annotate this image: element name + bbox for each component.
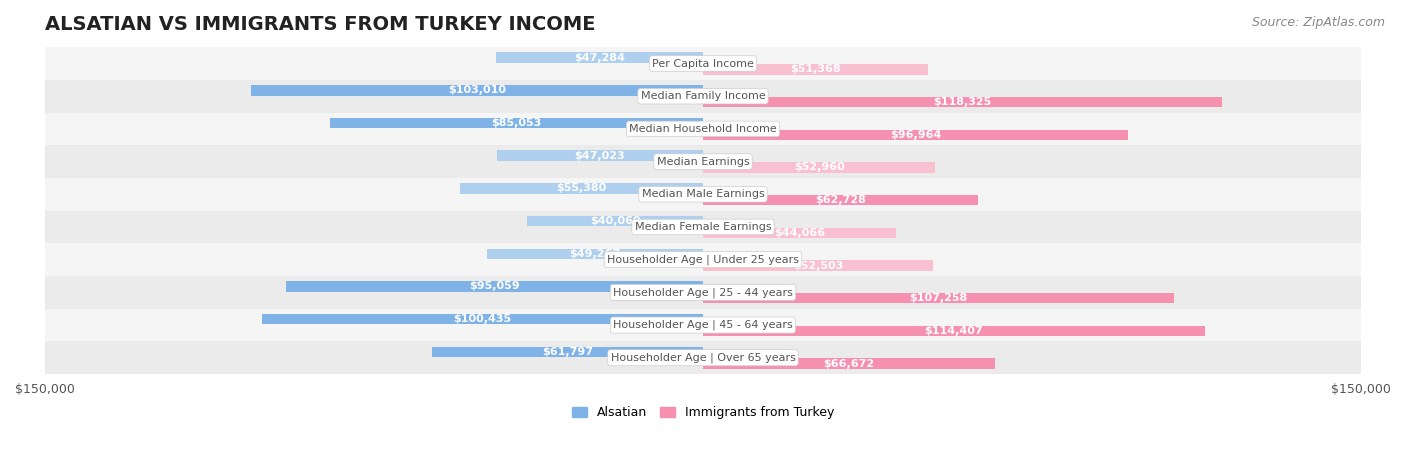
Bar xyxy=(496,150,703,161)
Bar xyxy=(285,281,703,292)
Text: $114,407: $114,407 xyxy=(925,326,983,336)
Bar xyxy=(330,118,703,128)
Bar xyxy=(45,276,1361,309)
Text: Householder Age | 25 - 44 years: Householder Age | 25 - 44 years xyxy=(613,287,793,297)
Text: $85,053: $85,053 xyxy=(491,118,541,128)
Text: $103,010: $103,010 xyxy=(449,85,506,95)
Text: $61,797: $61,797 xyxy=(541,347,593,357)
Bar xyxy=(263,314,703,325)
Text: Median Female Earnings: Median Female Earnings xyxy=(634,222,772,232)
Text: $52,503: $52,503 xyxy=(793,261,844,270)
Bar xyxy=(495,52,703,63)
Bar xyxy=(703,358,995,369)
Bar xyxy=(45,341,1361,374)
Bar xyxy=(703,325,1205,336)
Bar xyxy=(45,211,1361,243)
Bar xyxy=(703,293,1174,304)
Text: Median Household Income: Median Household Income xyxy=(628,124,778,134)
Text: ALSATIAN VS IMMIGRANTS FROM TURKEY INCOME: ALSATIAN VS IMMIGRANTS FROM TURKEY INCOM… xyxy=(45,15,595,34)
Bar xyxy=(45,80,1361,113)
Text: $49,267: $49,267 xyxy=(569,249,620,259)
Text: Householder Age | 45 - 64 years: Householder Age | 45 - 64 years xyxy=(613,320,793,330)
Bar xyxy=(486,248,703,259)
Text: $44,066: $44,066 xyxy=(775,228,825,238)
Bar xyxy=(460,183,703,194)
Text: $96,964: $96,964 xyxy=(890,130,942,140)
Bar xyxy=(45,113,1361,145)
Text: $55,380: $55,380 xyxy=(557,184,606,193)
Bar xyxy=(703,162,935,173)
Text: Median Male Earnings: Median Male Earnings xyxy=(641,189,765,199)
Text: Source: ZipAtlas.com: Source: ZipAtlas.com xyxy=(1251,16,1385,29)
Text: $95,059: $95,059 xyxy=(470,282,520,291)
Legend: Alsatian, Immigrants from Turkey: Alsatian, Immigrants from Turkey xyxy=(567,402,839,425)
Text: $51,368: $51,368 xyxy=(790,64,841,74)
Text: $66,672: $66,672 xyxy=(824,359,875,368)
Bar xyxy=(45,178,1361,211)
Bar xyxy=(703,97,1222,107)
Bar xyxy=(45,309,1361,341)
Bar xyxy=(252,85,703,96)
Bar xyxy=(45,47,1361,80)
Text: $118,325: $118,325 xyxy=(934,97,991,107)
Bar xyxy=(703,227,896,238)
Text: Median Family Income: Median Family Income xyxy=(641,91,765,101)
Bar xyxy=(45,243,1361,276)
Bar xyxy=(703,260,934,271)
Text: $52,960: $52,960 xyxy=(794,163,845,172)
Text: $62,728: $62,728 xyxy=(815,195,866,205)
Bar xyxy=(432,347,703,357)
Text: Per Capita Income: Per Capita Income xyxy=(652,58,754,69)
Text: $47,023: $47,023 xyxy=(575,151,626,161)
Bar xyxy=(703,64,928,75)
Bar xyxy=(527,216,703,226)
Text: $47,284: $47,284 xyxy=(574,53,624,63)
Bar xyxy=(703,129,1129,140)
Text: $40,060: $40,060 xyxy=(589,216,641,226)
Bar xyxy=(703,195,979,205)
Text: Householder Age | Over 65 years: Householder Age | Over 65 years xyxy=(610,353,796,363)
Text: $107,258: $107,258 xyxy=(910,293,967,303)
Text: Median Earnings: Median Earnings xyxy=(657,156,749,167)
Text: Householder Age | Under 25 years: Householder Age | Under 25 years xyxy=(607,255,799,265)
Bar xyxy=(45,145,1361,178)
Text: $100,435: $100,435 xyxy=(454,314,512,324)
